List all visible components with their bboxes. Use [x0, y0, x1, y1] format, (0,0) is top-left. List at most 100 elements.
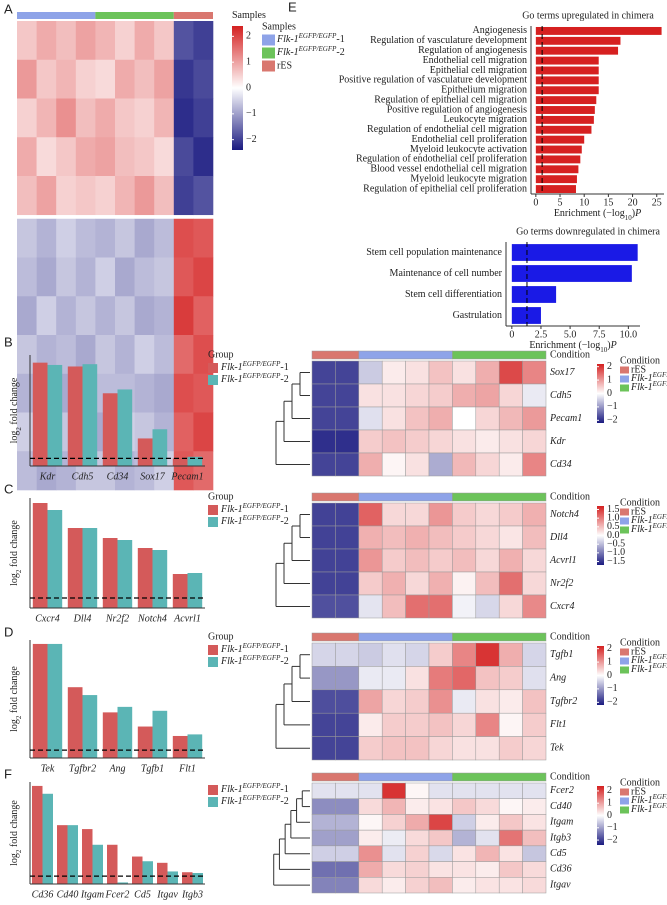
x-tick-label: Notch4 [137, 613, 167, 624]
bar [157, 862, 168, 884]
legend-label: Flk-1EGFP/EGFP-1 [220, 642, 289, 656]
bar [535, 56, 599, 65]
heatmap-cell [173, 98, 194, 138]
heatmap-cell [428, 782, 453, 799]
bar [511, 244, 638, 261]
heatmap-cell [522, 360, 547, 385]
y-tick-label: Stem cell differentiation [405, 289, 502, 300]
colorbar-tick-label: −1.0 [607, 547, 625, 558]
y-axis-label: log2 fold change [9, 666, 22, 732]
heatmap-cell [358, 861, 383, 878]
legend-swatch [208, 785, 218, 795]
legend-label-part: EGFP/EGFP [242, 642, 281, 650]
bar [142, 861, 153, 884]
heatmap-cell [405, 798, 430, 815]
heatmap-cell [173, 373, 194, 413]
row-label: Flt1 [549, 719, 567, 730]
bar [187, 456, 203, 466]
row-label: Pecam1 [549, 413, 582, 424]
legend-swatch [262, 34, 275, 46]
heatmap-cell [193, 137, 214, 177]
bar [535, 36, 621, 45]
bar [82, 829, 93, 884]
heatmap-cell [193, 412, 214, 452]
annotation-cell [95, 12, 174, 19]
legend-label-part: -1 [280, 784, 288, 795]
heatmap-cell [75, 296, 96, 336]
y-axis-label-part: log [9, 853, 20, 866]
heatmap-cell [522, 814, 547, 831]
legend-label-part: Flk-1 [630, 655, 653, 666]
heatmap-cell [452, 525, 477, 550]
heatmap-cell [311, 798, 336, 815]
heatmap-cell [335, 736, 360, 761]
row-label: Cd5 [550, 848, 567, 859]
heatmap-cell [381, 642, 406, 667]
legend-label: Flk-1EGFP/EGFP-1 [220, 360, 289, 374]
y-axis-label: log2 fold change [9, 800, 22, 866]
legend-label-part: Flk-1 [630, 515, 653, 526]
legend-label-part: Flk-1 [220, 796, 243, 807]
x-axis-label: Enrichment (−log10)P [529, 340, 616, 353]
heatmap-cell [498, 782, 523, 799]
legend-label-part: Flk-1 [276, 47, 299, 58]
legend-label-part: Flk-1 [630, 804, 653, 815]
heatmap-cell [522, 782, 547, 799]
heatmap-cell [134, 296, 155, 336]
legend-label-part: EGFP/EGFP [242, 794, 281, 802]
bar [535, 165, 579, 174]
chart-title: Go terms downregulated in chimera [516, 226, 660, 237]
chart-title: Go terms upregulated in chimera [522, 10, 654, 21]
heatmap-cell [452, 502, 477, 527]
annotation-cell [452, 632, 547, 642]
heatmap-cell [498, 502, 523, 527]
heatmap-cell [522, 429, 547, 454]
heatmap-cell [522, 571, 547, 596]
heatmap-cell [358, 666, 383, 691]
heatmap-cell [311, 452, 336, 477]
heatmap-cell [335, 712, 360, 737]
heatmap-cell [498, 383, 523, 408]
heatmap-cell [522, 829, 547, 847]
heatmap-cell [75, 98, 96, 138]
heatmap-cell [475, 861, 500, 878]
heatmap-cell [405, 406, 430, 431]
heatmap-cell [381, 429, 406, 454]
heatmap-cell [475, 877, 500, 894]
colorbar-tick-label: 0 [607, 388, 612, 399]
legend-label: rES [277, 60, 292, 71]
heatmap-cell [95, 21, 116, 61]
x-tick-label: Nr2f2 [105, 613, 129, 624]
heatmap-cell [311, 548, 336, 573]
heatmap-cell [335, 877, 360, 894]
heatmap-cell [358, 525, 383, 550]
x-tick-label: Cd34 [107, 471, 129, 482]
heatmap-cell [311, 642, 336, 667]
heatmap-cell [56, 176, 77, 216]
legend-swatch [620, 508, 629, 516]
heatmap-cell [358, 845, 383, 862]
heatmap-cell [405, 548, 430, 573]
x-axis-label: Enrichment (−log10)P [554, 208, 641, 221]
heatmap-cell [475, 452, 500, 477]
x-tick-label: Tgfb1 [141, 763, 164, 774]
bar [535, 135, 585, 144]
legend-swatch [208, 517, 218, 527]
legend-label: Flk-1EGFP/EGFP-1 [630, 653, 667, 667]
heatmap-cell [56, 257, 77, 297]
heatmap-cell [381, 829, 406, 847]
heatmap-cell [335, 861, 360, 878]
heatmap-cell [358, 502, 383, 527]
heatmap-cell [522, 548, 547, 573]
legend-label-part: Flk-1 [220, 516, 243, 527]
bar [67, 687, 83, 758]
x-axis-label-part: Enrichment (−log [554, 208, 625, 219]
legend-label: rES [631, 364, 646, 375]
x-tick-label: Cdh5 [72, 471, 94, 482]
x-tick-label: 20 [628, 197, 638, 208]
y-tick-label: Angiogenesis [473, 25, 528, 36]
row-label: Cxcr4 [550, 601, 574, 612]
bar [187, 573, 203, 608]
heatmap-cell [56, 21, 77, 61]
